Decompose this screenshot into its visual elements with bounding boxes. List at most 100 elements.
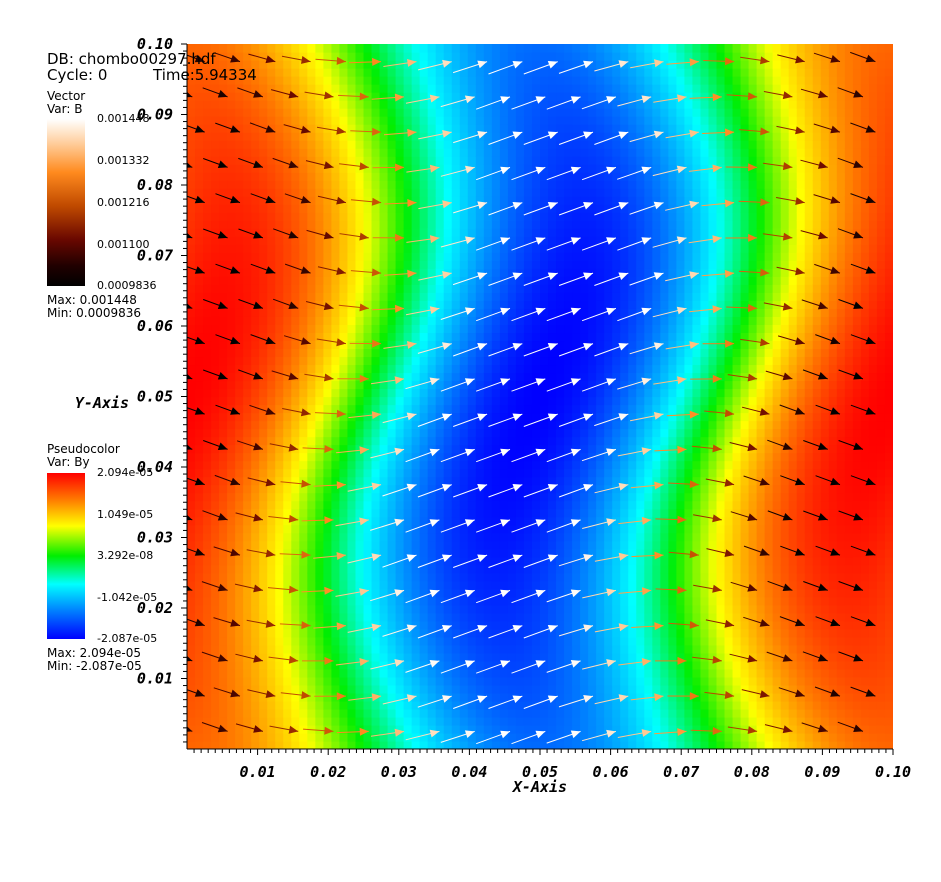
field-cell <box>604 652 613 662</box>
field-cell <box>443 700 453 710</box>
field-cell <box>467 124 477 133</box>
field-cell <box>507 412 517 422</box>
field-cell <box>267 396 276 406</box>
field-cell <box>596 668 605 678</box>
field-cell <box>604 540 613 550</box>
field-cell <box>451 484 461 494</box>
field-cell <box>259 468 268 478</box>
field-cell <box>323 284 333 293</box>
field-cell <box>275 420 284 430</box>
field-cell <box>243 740 252 749</box>
field-cell <box>299 116 308 125</box>
field-cell <box>604 372 613 382</box>
field-cell <box>323 188 333 197</box>
field-cell <box>195 396 204 406</box>
field-cell <box>515 148 525 157</box>
field-cell <box>475 196 485 205</box>
field-cell <box>395 412 405 422</box>
field-cell <box>259 692 268 702</box>
field-cell <box>499 708 509 718</box>
field-cell <box>203 268 212 277</box>
field-cell <box>540 732 549 742</box>
field-cell <box>588 84 597 93</box>
field-cell <box>259 404 268 414</box>
field-cell <box>451 116 461 125</box>
field-cell <box>564 732 573 742</box>
field-cell <box>187 524 196 534</box>
field-cell <box>211 404 220 414</box>
field-cell <box>387 172 397 181</box>
field-cell <box>451 500 461 510</box>
field-cell <box>387 516 397 526</box>
field-cell <box>347 644 357 654</box>
field-cell <box>315 436 324 446</box>
field-cell <box>564 172 573 181</box>
field-cell <box>347 340 357 350</box>
field-cell <box>291 692 300 702</box>
field-cell <box>499 620 509 630</box>
field-cell <box>499 532 509 542</box>
field-cell <box>483 332 493 342</box>
field-cell <box>307 108 316 117</box>
field-cell <box>315 452 324 462</box>
field-cell <box>331 420 341 430</box>
field-cell <box>427 420 437 430</box>
field-cell <box>572 412 581 422</box>
field-cell <box>363 444 373 454</box>
field-cell <box>195 252 204 261</box>
field-cell <box>531 740 541 749</box>
field-cell <box>427 52 437 61</box>
field-cell <box>283 220 292 229</box>
field-cell <box>548 348 557 358</box>
field-cell <box>259 268 268 277</box>
field-cell <box>564 276 573 285</box>
field-cell <box>219 612 228 622</box>
field-cell <box>604 620 613 630</box>
field-cell <box>588 132 597 141</box>
field-cell <box>628 716 637 726</box>
field-cell <box>395 324 405 334</box>
field-cell <box>339 636 349 646</box>
field-cell <box>187 84 196 93</box>
field-cell <box>427 364 437 374</box>
field-cell <box>403 68 413 77</box>
field-cell <box>227 500 236 510</box>
field-cell <box>299 180 308 189</box>
field-cell <box>195 204 204 213</box>
field-cell <box>604 412 613 422</box>
field-cell <box>540 532 549 542</box>
field-cell <box>435 604 445 614</box>
field-cell <box>323 228 333 237</box>
field-cell <box>475 260 485 269</box>
field-cell <box>363 516 373 526</box>
field-cell <box>323 212 333 221</box>
field-cell <box>347 260 357 269</box>
field-cell <box>612 604 621 614</box>
field-cell <box>628 564 637 574</box>
field-cell <box>531 204 541 213</box>
field-cell <box>628 52 637 61</box>
field-cell <box>620 732 629 742</box>
field-cell <box>275 412 284 422</box>
field-cell <box>211 124 220 133</box>
field-cell <box>540 108 549 117</box>
field-cell <box>411 628 421 638</box>
field-cell <box>275 444 284 454</box>
field-cell <box>451 212 461 221</box>
field-cell <box>604 460 613 470</box>
field-cell <box>235 532 244 542</box>
field-cell <box>620 52 629 61</box>
field-cell <box>540 124 549 133</box>
field-cell <box>331 380 341 390</box>
field-cell <box>275 332 284 342</box>
field-cell <box>491 356 501 366</box>
field-cell <box>307 604 316 614</box>
field-cell <box>347 692 357 702</box>
field-cell <box>395 596 405 606</box>
field-cell <box>283 204 292 213</box>
field-cell <box>323 52 333 61</box>
field-cell <box>540 724 549 734</box>
field-cell <box>483 180 493 189</box>
field-cell <box>596 116 605 125</box>
field-cell <box>475 676 485 686</box>
